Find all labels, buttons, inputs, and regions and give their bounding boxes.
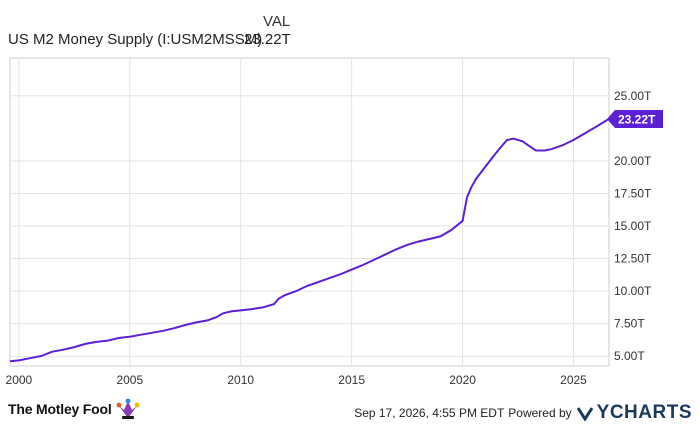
brand-name: The Motley Fool — [8, 401, 112, 417]
footer-attribution: Sep 17, 2026, 4:55 PM EDT Powered by YCH… — [354, 402, 692, 424]
grid-lines — [10, 58, 609, 366]
x-axis-ticks: 2000 2005 2010 2015 2020 2025 — [6, 373, 588, 387]
last-value-flag: 23.22T — [607, 109, 663, 128]
chart-legend: VAL US M2 Money Supply (I:USM2MSSM) 23.2… — [0, 0, 700, 56]
x-tick-label: 2020 — [449, 373, 476, 387]
plot-area — [9, 57, 610, 367]
motley-fool-logo[interactable]: The Motley Fool — [8, 396, 141, 422]
y-tick-label: 7.50T — [614, 317, 645, 331]
legend-column-header: VAL — [263, 13, 291, 30]
last-value-flag-shape — [607, 109, 663, 128]
ycharts-logo[interactable]: YCHARTS — [596, 402, 692, 423]
y-axis-ticks: 5.00T 7.50T 10.00T 12.50T 15.00T 17.50T 20.00T… — [614, 89, 652, 363]
legend-series-name[interactable]: US M2 Money Supply (I:USM2MSSM) — [8, 31, 263, 48]
x-tick-label: 2015 — [338, 373, 365, 387]
powered-by-label: Powered by — [508, 406, 572, 420]
last-value-label: 23.22T — [618, 112, 656, 126]
y-tick-label: 25.00T — [614, 89, 652, 103]
x-tick-label: 2025 — [560, 373, 587, 387]
y-tick-label: 10.00T — [614, 284, 652, 298]
y-tick-label: 5.00T — [614, 349, 645, 363]
timestamp: Sep 17, 2026, 4:55 PM EDT — [354, 406, 505, 420]
ycharts-check-icon — [576, 407, 593, 421]
jester-cap-icon — [116, 398, 139, 419]
y-tick-label: 20.00T — [614, 154, 652, 168]
x-tick-label: 2010 — [227, 373, 254, 387]
series-line-m2 — [9, 118, 610, 363]
y-tick-label: 12.50T — [614, 252, 652, 266]
x-tick-label: 2000 — [6, 373, 33, 387]
y-tick-label: 17.50T — [614, 186, 652, 200]
legend-series-value: 23.22T — [244, 31, 291, 48]
y-tick-label: 15.00T — [614, 219, 652, 233]
x-tick-label: 2005 — [116, 373, 143, 387]
